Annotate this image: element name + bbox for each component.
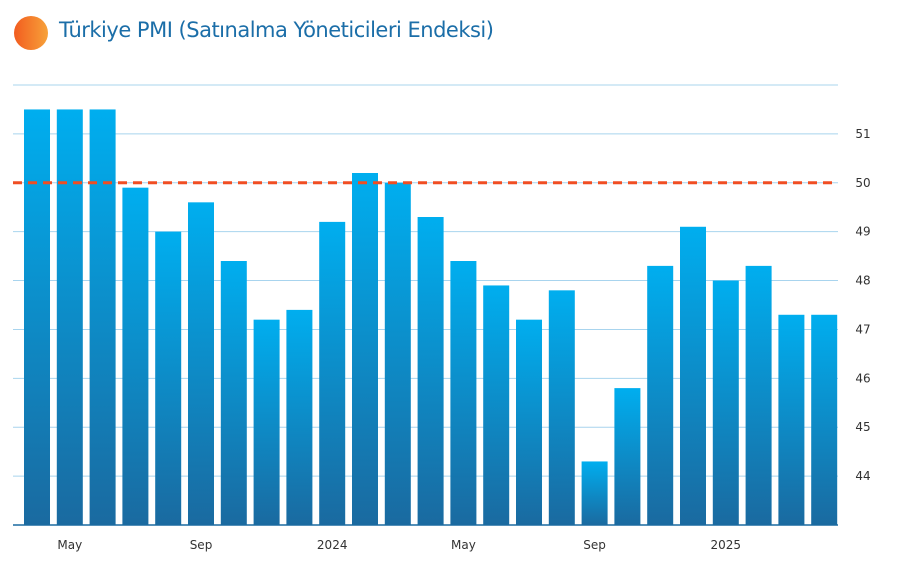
x-tick-label: May	[57, 538, 82, 552]
bar-apr-2024	[417, 217, 444, 525]
y-tick-label: 49	[855, 225, 870, 239]
bar-sep-2024	[581, 461, 608, 525]
bar-mar-2024	[384, 182, 411, 525]
y-tick-label: 46	[855, 371, 870, 385]
x-tick-label: 2024	[317, 538, 348, 552]
bar-apr-2025	[811, 314, 838, 525]
x-tick-label: 2025	[711, 538, 742, 552]
bar-dec-2024	[680, 226, 706, 525]
y-tick-label: 45	[855, 420, 870, 434]
y-tick-label: 44	[855, 469, 870, 483]
bar-mar-2025	[778, 314, 805, 525]
y-tick-label: 47	[855, 322, 870, 336]
title-bullet-icon	[14, 16, 48, 50]
bar-oct-2024	[614, 388, 641, 525]
y-tick-label: 50	[855, 176, 870, 190]
bar-may-2024	[450, 261, 477, 525]
bar-nov-2024	[647, 265, 674, 525]
bar-nov-2023	[253, 319, 280, 525]
x-tick-label: May	[451, 538, 476, 552]
bar-jun-2024	[483, 285, 510, 525]
y-tick-label: 48	[855, 274, 870, 288]
bar-feb-2024	[352, 173, 378, 525]
bar-jan-2025	[712, 280, 739, 525]
x-tick-label: Sep	[190, 538, 213, 552]
bar-aug-2023	[155, 231, 182, 525]
bar-jul-2023	[122, 187, 149, 525]
bar-sep-2023	[188, 202, 214, 526]
x-tick-label: Sep	[583, 538, 606, 552]
bar-jan-2024	[319, 221, 346, 525]
y-tick-label: 51	[855, 127, 870, 141]
bar-may-2023	[56, 109, 83, 525]
bar-dec-2023	[286, 309, 313, 525]
bar-jun-2023	[89, 109, 116, 525]
bar-apr-2023	[24, 109, 50, 525]
bar-feb-2025	[745, 265, 772, 525]
bar-oct-2023	[220, 261, 247, 525]
bar-jul-2024	[516, 319, 542, 525]
bar-aug-2024	[548, 290, 575, 525]
chart-title: Türkiye PMI (Satınalma Yöneticileri Ende…	[59, 18, 494, 42]
